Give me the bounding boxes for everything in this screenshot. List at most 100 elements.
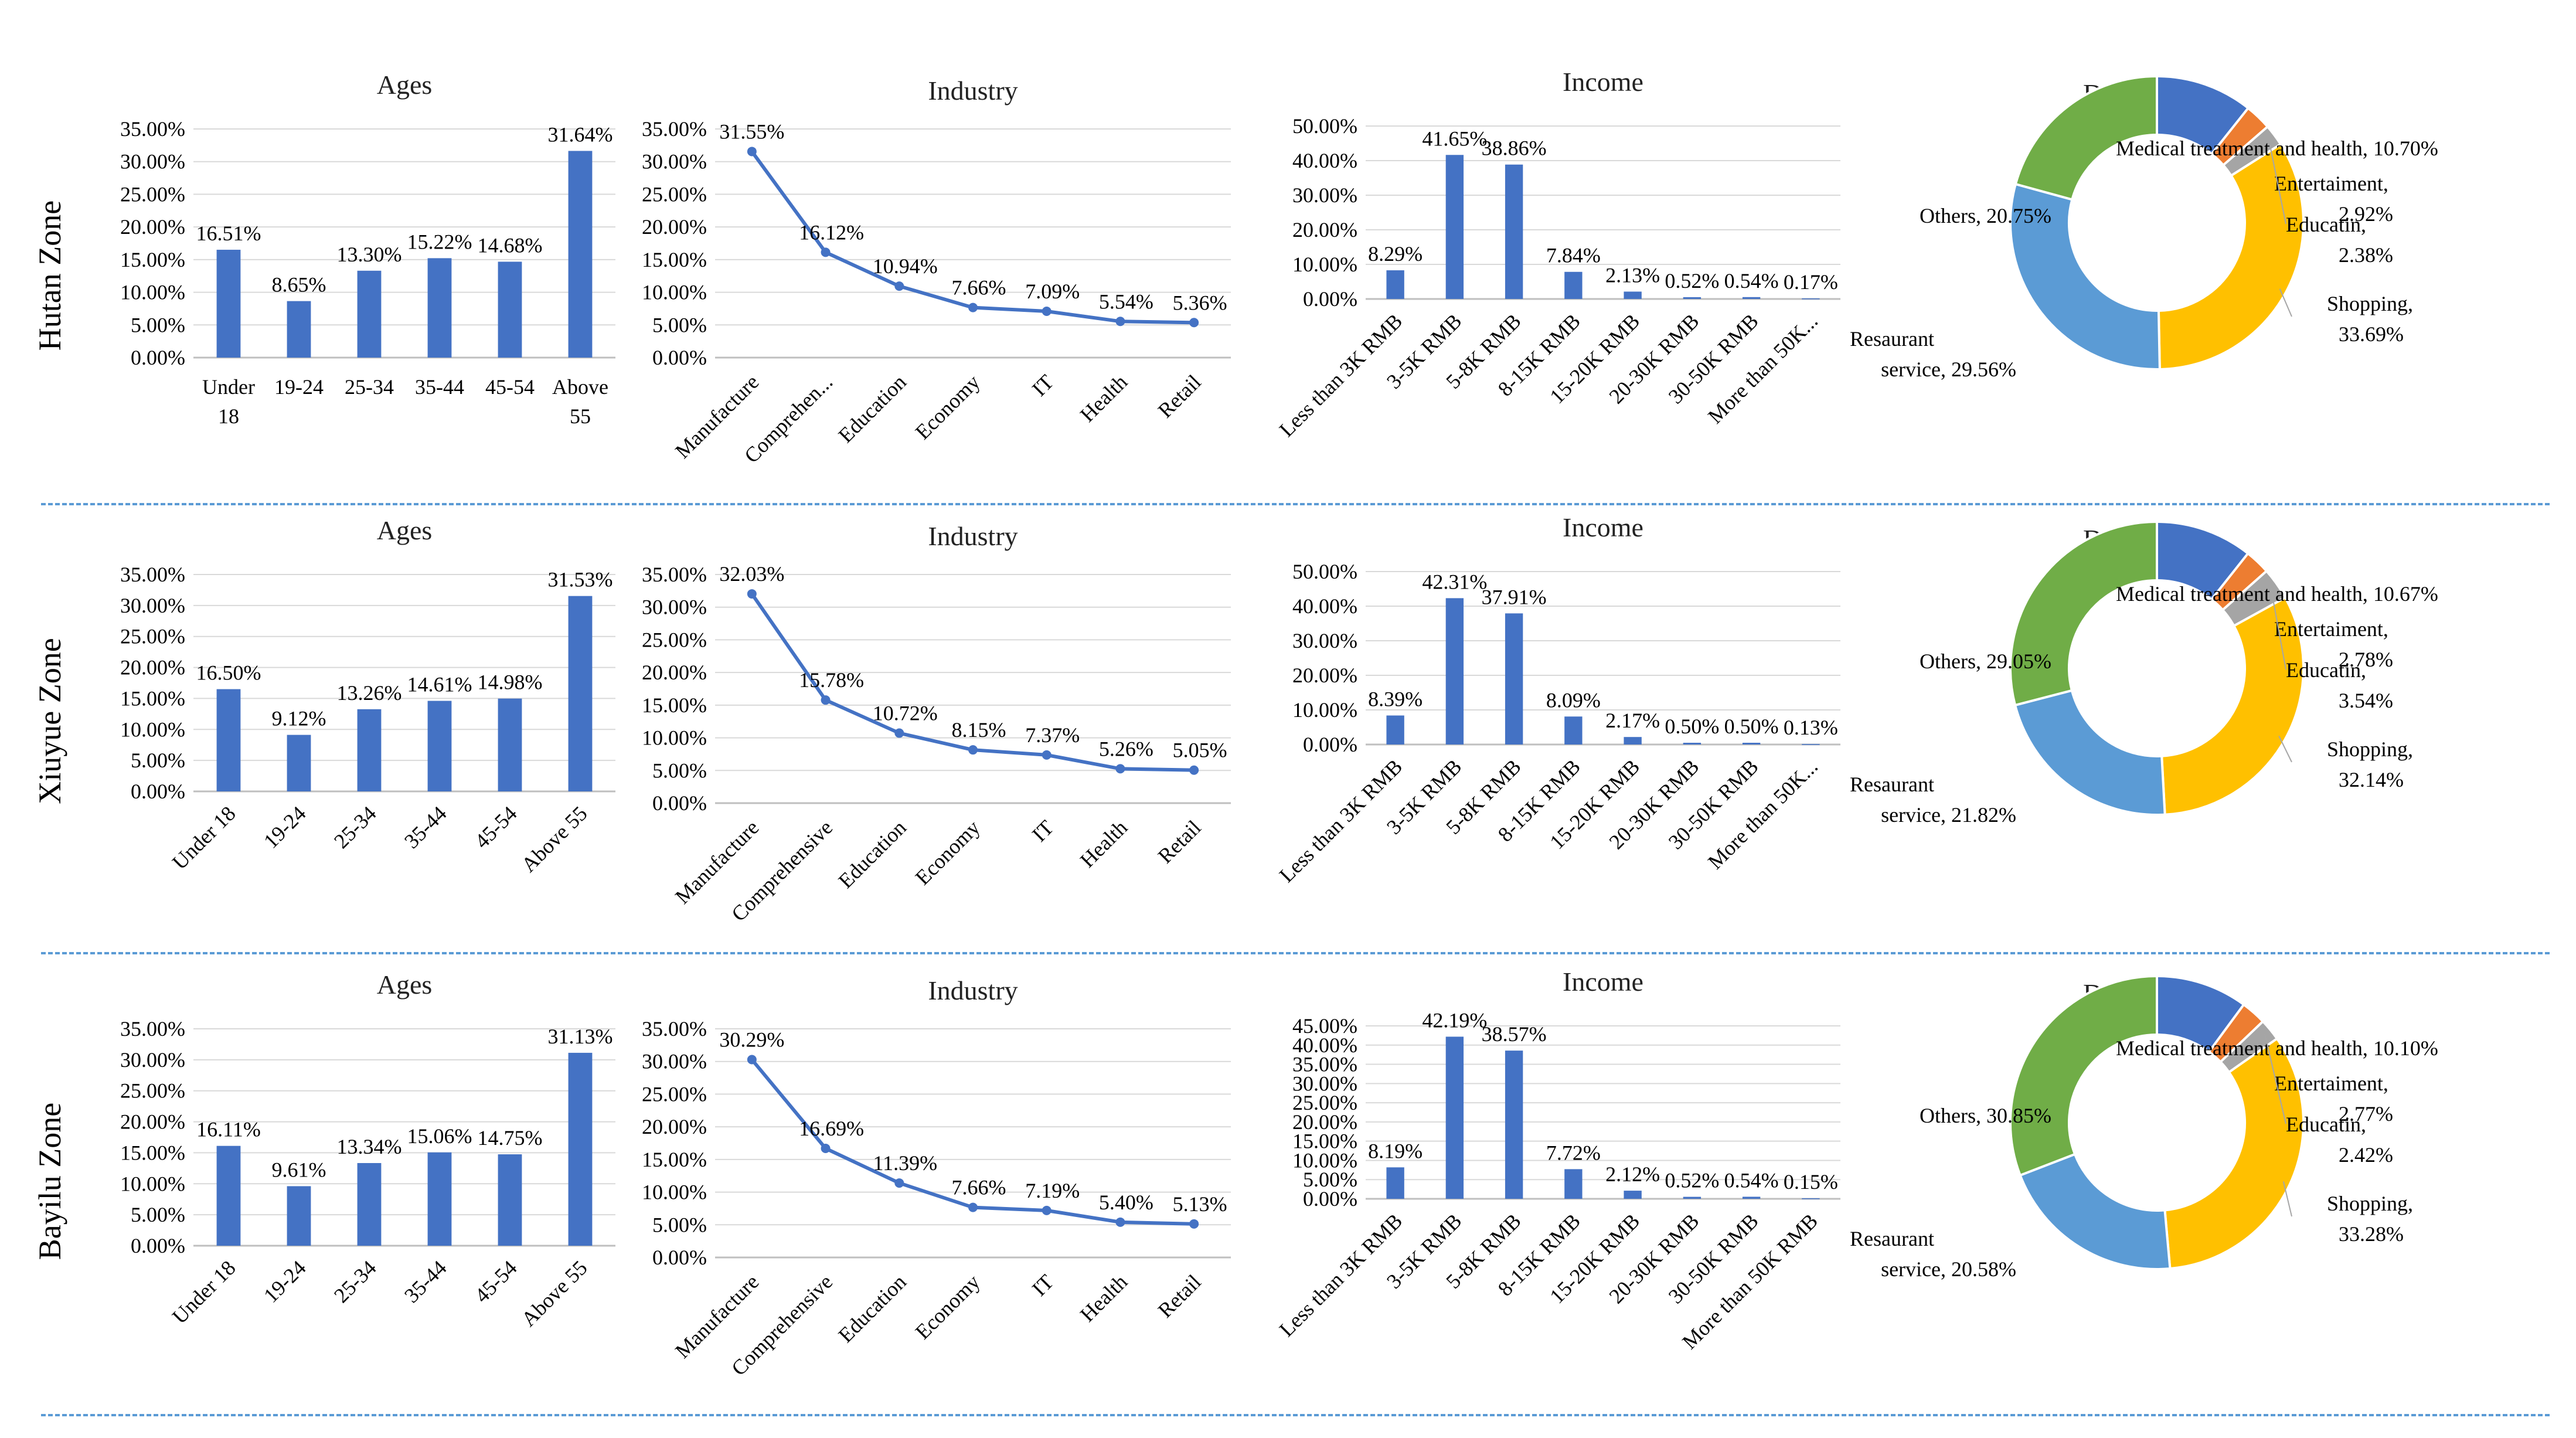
row1-ages-bar bbox=[357, 270, 382, 358]
row2-ages-bar bbox=[427, 701, 452, 791]
row1-ages-x-tick: 55 bbox=[570, 404, 591, 428]
row1-industry-x-tick: Economy bbox=[911, 370, 985, 444]
row1-industry-data-label: 5.54% bbox=[1099, 290, 1153, 313]
row2-industry-data-label: 5.05% bbox=[1173, 739, 1227, 762]
row2-destination-slice-label: 2.78% bbox=[2339, 648, 2393, 671]
row2-income-data-label: 8.39% bbox=[1368, 687, 1423, 710]
row2-ages-data-label: 14.61% bbox=[407, 673, 472, 696]
row1-income-bar bbox=[1564, 271, 1583, 299]
row1-ages-data-label: 15.22% bbox=[407, 230, 472, 253]
row2-industry-x-tick: IT bbox=[1027, 815, 1058, 846]
row3-income-y-tick: 0.00% bbox=[1303, 1187, 1357, 1211]
row3-destination-slice bbox=[2019, 1153, 2172, 1270]
row3-industry-y-tick: 20.00% bbox=[642, 1115, 707, 1138]
row2-industry-y-tick: 10.00% bbox=[642, 726, 707, 750]
row2-income-data-label: 37.91% bbox=[1482, 585, 1547, 608]
row2-industry-data-label: 10.72% bbox=[873, 702, 938, 725]
row2-destination-slice-label: 3.54% bbox=[2339, 689, 2393, 712]
row1-ages-x-tick: 19-24 bbox=[274, 375, 324, 399]
row3-destination-slice-label: Shopping, bbox=[2327, 1192, 2413, 1215]
row3-income-data-label: 42.19% bbox=[1422, 1008, 1487, 1032]
row1-income-bar bbox=[1505, 164, 1523, 299]
row3-destination-slice bbox=[2163, 1036, 2305, 1270]
row3-destination-slice-label: service, 20.58% bbox=[1881, 1257, 2016, 1281]
row1-ages-y-tick: 35.00% bbox=[120, 117, 185, 141]
row3-income-data-label: 8.19% bbox=[1368, 1139, 1423, 1162]
row1-ages-x-tick: 45-54 bbox=[485, 375, 535, 399]
row2-industry-y-tick: 20.00% bbox=[642, 661, 707, 684]
row1-income-data-label: 38.86% bbox=[1482, 137, 1547, 160]
row1-industry-data-label: 7.09% bbox=[1025, 280, 1080, 303]
row2-ages-data-label: 9.12% bbox=[272, 707, 326, 730]
row3-ages-y-tick: 35.00% bbox=[120, 1017, 185, 1041]
row3-ages-y-tick: 30.00% bbox=[120, 1048, 185, 1072]
row3-income-y-tick: 45.00% bbox=[1292, 1014, 1357, 1038]
row2-ages-y-tick: 20.00% bbox=[120, 656, 185, 679]
row2-income-y-tick: 30.00% bbox=[1292, 629, 1357, 652]
row3-ages-x-tick: 25-34 bbox=[329, 1256, 381, 1307]
row2-ages-y-tick: 15.00% bbox=[120, 686, 185, 710]
row2-income-data-label: 42.31% bbox=[1422, 570, 1487, 593]
row-divider bbox=[41, 1414, 2550, 1416]
row2-ages-y-tick: 25.00% bbox=[120, 625, 185, 648]
row3-industry-data-label: 11.39% bbox=[873, 1151, 937, 1175]
row3-income-bar bbox=[1505, 1051, 1523, 1199]
row2-ages-x-tick: Above 55 bbox=[517, 801, 592, 876]
row2-industry-point bbox=[968, 745, 978, 755]
row1-income-data-label: 41.65% bbox=[1422, 127, 1487, 150]
row3-ages-y-tick: 20.00% bbox=[120, 1110, 185, 1134]
row3-income-bar bbox=[1386, 1167, 1404, 1199]
row1-ages-x-tick: 18 bbox=[218, 404, 239, 428]
row-divider bbox=[41, 952, 2550, 954]
row1-destination-slice bbox=[2157, 142, 2305, 370]
row1-income-bar bbox=[1386, 270, 1404, 299]
row3-industry-y-tick: 0.00% bbox=[652, 1246, 707, 1269]
row2-income-bar bbox=[1742, 743, 1761, 745]
row2-income-data-label: 0.13% bbox=[1784, 716, 1838, 739]
row1-income-data-label: 7.84% bbox=[1546, 244, 1601, 267]
row3-income-data-label: 7.72% bbox=[1546, 1141, 1601, 1164]
row2-destination-slice-label: Medical treatment and health, 10.67% bbox=[2116, 582, 2438, 606]
row3-industry-y-tick: 35.00% bbox=[642, 1017, 707, 1041]
row3-industry-x-tick: Economy bbox=[911, 1270, 985, 1344]
row2-destination-slice bbox=[2009, 520, 2158, 707]
row1-destination-slice-label: Others, 20.75% bbox=[1920, 204, 2051, 227]
row3-industry-point bbox=[747, 1055, 757, 1065]
row3-industry-point bbox=[894, 1178, 904, 1188]
row3-industry-x-tick: Health bbox=[1076, 1270, 1132, 1326]
row2-income-bar bbox=[1445, 598, 1464, 745]
row1-income-bar bbox=[1445, 155, 1464, 299]
row3-industry-data-label: 30.29% bbox=[719, 1028, 784, 1051]
row3-ages-data-label: 15.06% bbox=[407, 1124, 472, 1148]
row2-ages-y-tick: 30.00% bbox=[120, 594, 185, 617]
row3-income-y-tick: 20.00% bbox=[1292, 1110, 1357, 1134]
row3-destination-slice-label: Medical treatment and health, 10.10% bbox=[2116, 1036, 2438, 1060]
row3-ages-y-tick: 0.00% bbox=[131, 1234, 185, 1257]
row3-industry-data-label: 5.40% bbox=[1099, 1191, 1153, 1214]
row3-industry-y-tick: 25.00% bbox=[642, 1082, 707, 1106]
row1-ages-bar bbox=[427, 258, 452, 358]
row1-destination-slice bbox=[2014, 74, 2158, 201]
row2-ages-title: Ages bbox=[377, 515, 433, 545]
row1-industry-x-tick: Education bbox=[833, 370, 910, 447]
row1-income-bar bbox=[1624, 291, 1642, 299]
row1-ages-y-tick: 15.00% bbox=[120, 248, 185, 271]
row2-industry-data-label: 8.15% bbox=[952, 718, 1006, 742]
row2-industry-y-tick: 0.00% bbox=[652, 791, 707, 815]
row2-ages-bar bbox=[357, 709, 382, 791]
row3-industry-data-label: 7.19% bbox=[1025, 1179, 1080, 1202]
row2-ages-x-tick: 45-54 bbox=[470, 801, 522, 853]
row3-industry-x-tick: IT bbox=[1027, 1270, 1058, 1300]
row1-ages-y-tick: 10.00% bbox=[120, 281, 185, 304]
row3-ages-bar bbox=[357, 1162, 382, 1246]
row2-income-bar bbox=[1505, 613, 1523, 745]
row1-industry-y-tick: 5.00% bbox=[652, 313, 707, 336]
row1-industry-point bbox=[747, 147, 757, 157]
row3-ages-data-label: 14.75% bbox=[478, 1126, 543, 1150]
row1-destination-slice-label: service, 29.56% bbox=[1881, 358, 2016, 381]
row3-industry-y-tick: 10.00% bbox=[642, 1181, 707, 1204]
row2-industry-x-tick: Economy bbox=[911, 815, 985, 889]
row-divider bbox=[41, 503, 2550, 505]
row1-income-bar bbox=[1802, 298, 1820, 300]
row2-industry-title: Industry bbox=[928, 521, 1018, 551]
